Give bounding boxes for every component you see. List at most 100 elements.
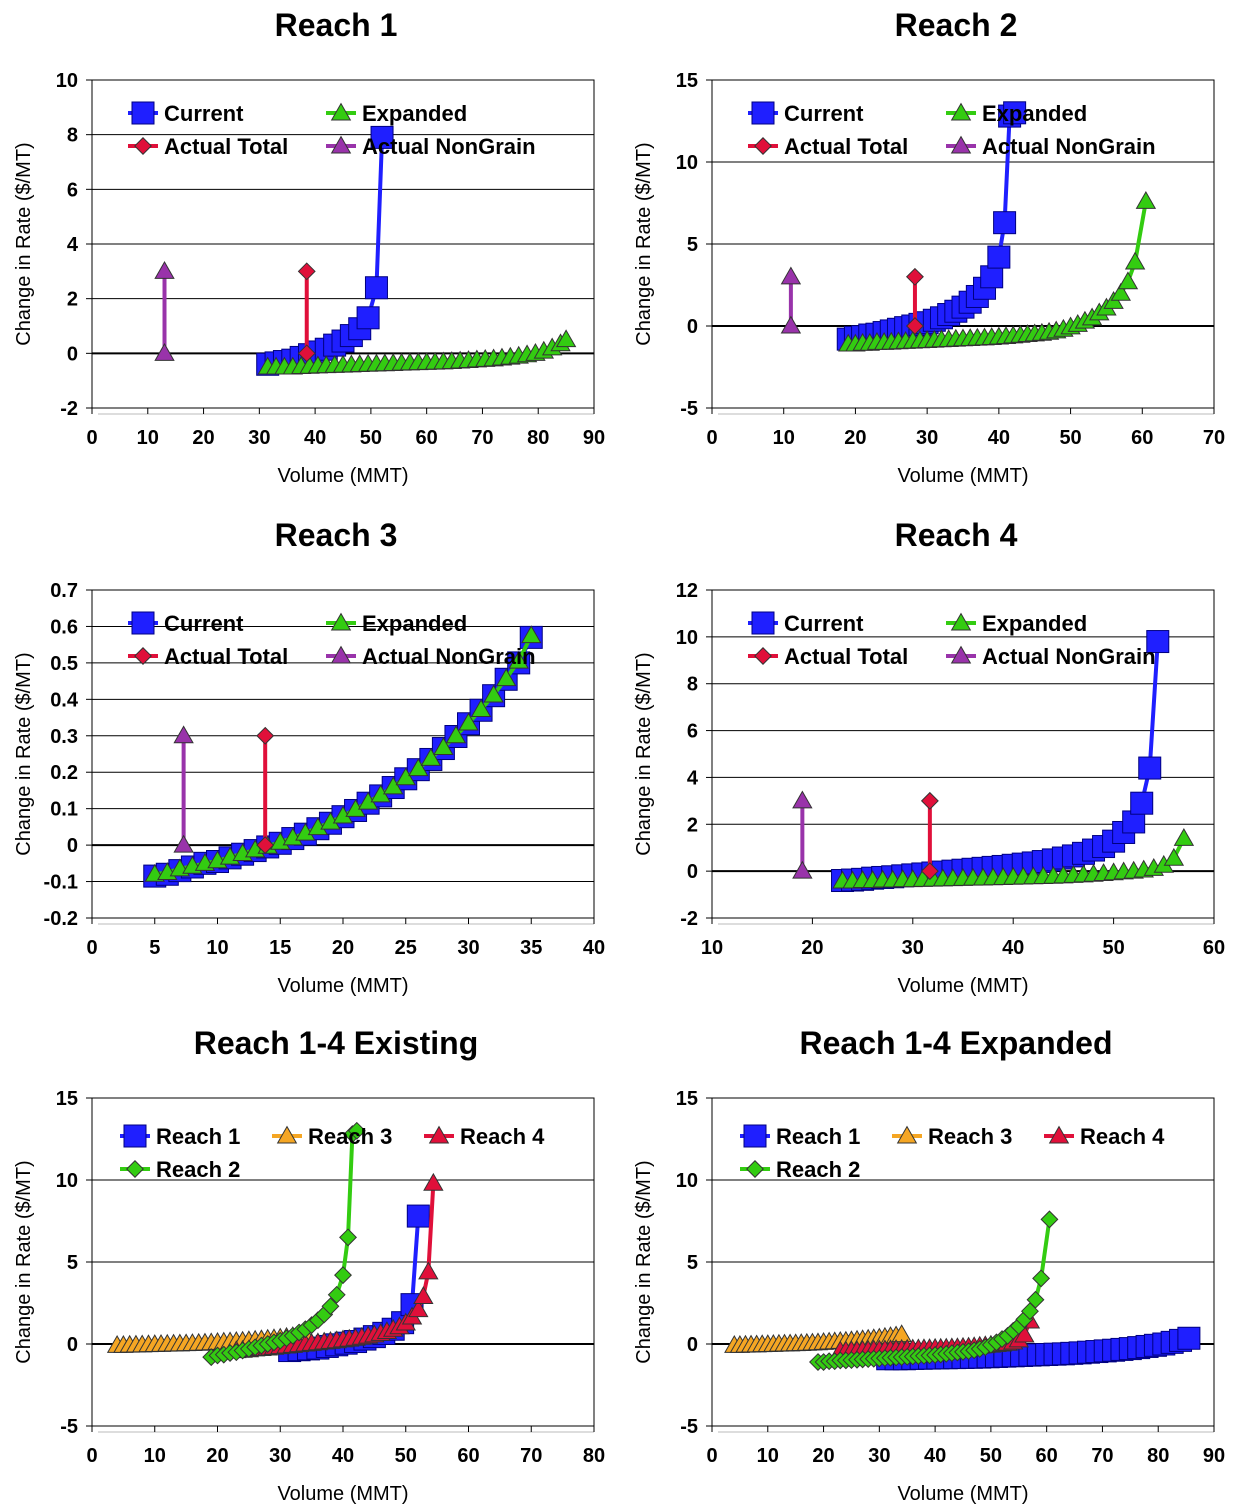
y-tick-label: -2 <box>60 398 78 420</box>
y-tick-label: 6 <box>67 179 78 201</box>
x-tick-label: 10 <box>144 1445 166 1467</box>
y-tick-label: 12 <box>676 580 698 602</box>
y-tick-label: 8 <box>67 125 78 147</box>
x-tick-label: 90 <box>1203 1445 1225 1467</box>
x-tick-label: 0 <box>706 1445 717 1467</box>
x-axis-label: Volume (MMT) <box>897 465 1028 487</box>
chart-title: Reach 1-4 Expanded <box>800 1025 1113 1061</box>
chart-svg: Reach 1-4 Existing -5 0 5 10 15 0 10 20 30 40 50 60 7… <box>13 1025 605 1505</box>
x-tick-label: 30 <box>868 1445 890 1467</box>
legend-label: Actual NonGrain <box>362 134 536 159</box>
legend-item-actual-total: Actual Total <box>748 134 908 159</box>
x-tick-label: 10 <box>701 937 723 959</box>
y-tick-label: 0.1 <box>50 799 78 821</box>
data-point-reach-4 <box>413 1286 434 1304</box>
legend-marker <box>330 135 352 154</box>
x-tick-label: 20 <box>812 1445 834 1467</box>
series-line-expanded <box>154 634 534 877</box>
legend-label: Expanded <box>982 101 1087 126</box>
series-current <box>256 125 394 376</box>
legend-marker <box>751 101 775 125</box>
legend-item-reach-3: Reach 3 <box>272 1124 392 1149</box>
chart-svg: Reach 1-4 Expanded -5 0 5 10 15 0 10 20 30 40 50 60 7… <box>633 1025 1225 1505</box>
legend-marker <box>743 1124 767 1148</box>
legend-marker <box>1048 1125 1070 1144</box>
data-point-expanded <box>382 776 404 795</box>
legend-marker <box>330 102 352 121</box>
x-tick-label: 30 <box>457 937 479 959</box>
legend-marker <box>131 101 155 125</box>
y-tick-label: 2 <box>687 814 698 836</box>
data-point-actual-nongrain <box>173 834 194 853</box>
data-point-actual-total <box>256 726 275 745</box>
data-point-reach-2 <box>339 1228 357 1247</box>
y-tick-label: 4 <box>687 767 699 789</box>
x-tick-label: 60 <box>1203 937 1225 959</box>
x-tick-label: 50 <box>1102 937 1124 959</box>
x-tick-label: 25 <box>395 937 417 959</box>
legend-item-reach-3: Reach 3 <box>892 1124 1012 1149</box>
x-tick-label: 40 <box>332 1445 354 1467</box>
legend-label: Reach 4 <box>460 1124 545 1149</box>
chart-reach-3: Reach 3 -0.2 -0.1 0 0.1 0.2 0.3 0.4 0.5 0.6 0.7 0 5 1… <box>0 510 619 1000</box>
legend-marker <box>134 137 152 155</box>
x-tick-label: 10 <box>757 1445 779 1467</box>
series-actual-nongrain <box>173 725 194 853</box>
legend-marker <box>950 612 972 631</box>
data-point-actual-total <box>905 267 924 286</box>
y-tick-label: 0.7 <box>50 580 78 602</box>
data-point-current <box>1130 791 1154 815</box>
y-tick-label: 10 <box>676 1170 698 1192</box>
x-tick-label: 10 <box>206 937 228 959</box>
legend-item-current: Current <box>748 101 864 126</box>
data-point-reach-1 <box>406 1204 430 1228</box>
legend-item-actual-nongrain: Actual NonGrain <box>326 134 536 159</box>
y-tick-label: 5 <box>67 1252 78 1274</box>
y-axis-label: Change in Rate ($/MT) <box>13 142 35 345</box>
y-tick-label: -5 <box>60 1416 78 1438</box>
x-axis-label: Volume (MMT) <box>277 1483 408 1505</box>
legend-item-expanded: Expanded <box>946 611 1087 636</box>
legend-item-actual-nongrain: Actual NonGrain <box>946 644 1156 669</box>
data-point-expanded <box>1163 847 1185 866</box>
y-tick-label: -0.2 <box>44 908 78 930</box>
data-point-actual-nongrain <box>154 342 175 361</box>
series-actual-nongrain <box>792 790 813 879</box>
x-tick-label: 30 <box>269 1445 291 1467</box>
legend-label: Expanded <box>362 101 467 126</box>
legend-item-expanded: Expanded <box>946 101 1087 126</box>
legend-label: Current <box>164 611 244 636</box>
x-tick-label: 20 <box>801 937 823 959</box>
legend-label: Current <box>784 101 864 126</box>
y-tick-label: 10 <box>56 70 78 92</box>
legend-label: Reach 4 <box>1080 1124 1165 1149</box>
chart-title: Reach 3 <box>275 517 398 553</box>
data-point-reach-2 <box>327 1285 346 1304</box>
data-point-current <box>1138 756 1162 780</box>
x-tick-label: 10 <box>137 427 159 449</box>
series-reach-4 <box>226 1172 444 1359</box>
legend-item-reach-2: Reach 2 <box>120 1157 240 1182</box>
legend-label: Reach 1 <box>156 1124 240 1149</box>
data-point-actual-total <box>297 344 316 363</box>
series-actual-total <box>256 726 275 855</box>
data-point-actual-nongrain <box>173 725 194 744</box>
legend-marker <box>131 611 155 635</box>
legend-marker <box>754 647 772 665</box>
x-tick-label: 0 <box>86 427 97 449</box>
x-tick-label: 50 <box>395 1445 417 1467</box>
y-tick-label: 0.5 <box>50 653 78 675</box>
data-point-reach-2 <box>1032 1269 1051 1288</box>
series-actual-nongrain <box>780 266 802 334</box>
legend-marker <box>896 1125 918 1144</box>
series-actual-total <box>920 791 939 881</box>
x-tick-label: 30 <box>902 937 924 959</box>
legend-label: Actual Total <box>164 644 288 669</box>
x-tick-label: 0 <box>706 427 717 449</box>
y-tick-label: 15 <box>676 1088 698 1110</box>
legend-item-actual-nongrain: Actual NonGrain <box>326 644 536 669</box>
x-tick-label: 70 <box>520 1445 542 1467</box>
y-tick-label: 10 <box>676 152 698 174</box>
x-tick-label: 20 <box>206 1445 228 1467</box>
data-point-actual-total <box>920 791 939 810</box>
